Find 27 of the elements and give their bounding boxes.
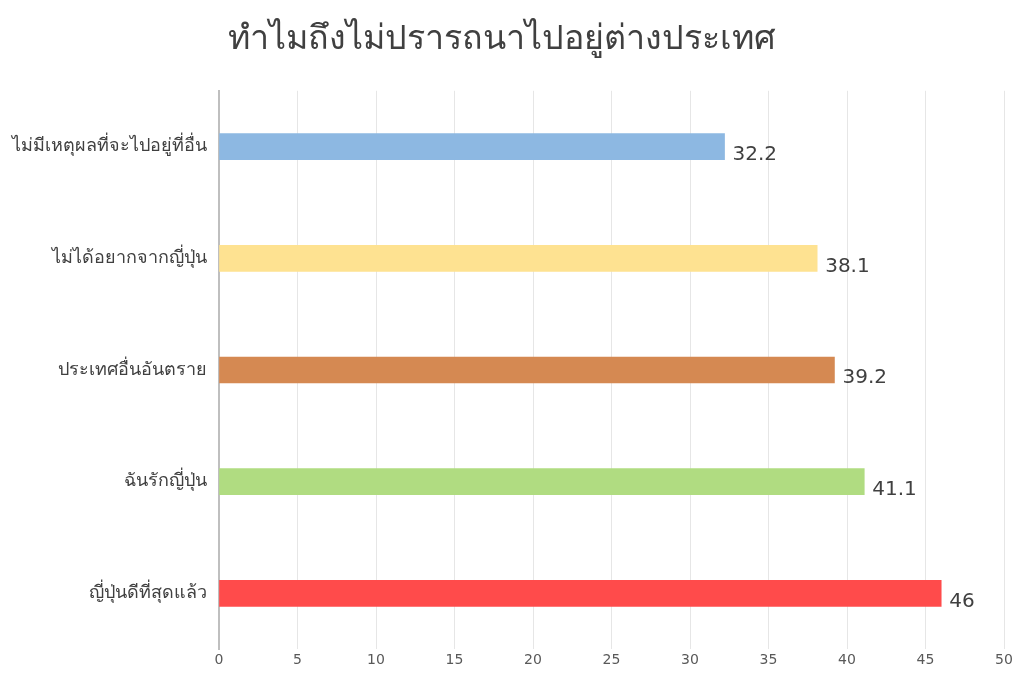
bar (219, 133, 725, 160)
data-label: 46 (949, 587, 975, 612)
bar (219, 468, 865, 496)
y-tick-label: ฉันรักญี่ปุ่น (124, 467, 207, 492)
x-tick-label: 50 (995, 651, 1013, 668)
x-tick-label: 40 (838, 651, 856, 668)
data-label: 39.2 (842, 364, 887, 389)
x-tick-label: 5 (293, 651, 302, 668)
x-tick-label: 20 (524, 651, 542, 668)
x-tick-label: 15 (445, 651, 464, 668)
bar (219, 244, 818, 272)
x-tick-label: 30 (681, 651, 699, 668)
data-label: 41.1 (872, 475, 917, 500)
data-label: 38.1 (825, 252, 870, 277)
x-tick-label: 45 (916, 651, 935, 668)
y-tick-label: ไม่มีเหตุผลที่จะไปอยู่ที่อื่น (10, 132, 207, 157)
data-label: 32.2 (732, 140, 778, 165)
x-tick-label: 35 (759, 651, 778, 668)
chart-title: ทำไมถึงไม่ปรารถนาไปอยู่ต่างประเทศ (228, 17, 776, 59)
x-tick-label: 10 (367, 651, 385, 668)
bar (219, 580, 942, 607)
y-tick-label: ประเทศอื่นอันตราย (58, 355, 207, 379)
y-tick-label: ไม่ได้อยากจากญี่ปุ่น (50, 243, 207, 268)
x-tick-label: 0 (214, 651, 224, 668)
y-tick-label: ญี่ปุ่นดีที่สุดแล้ว (89, 579, 207, 604)
x-tick-label: 25 (602, 651, 621, 668)
bar (219, 356, 835, 384)
